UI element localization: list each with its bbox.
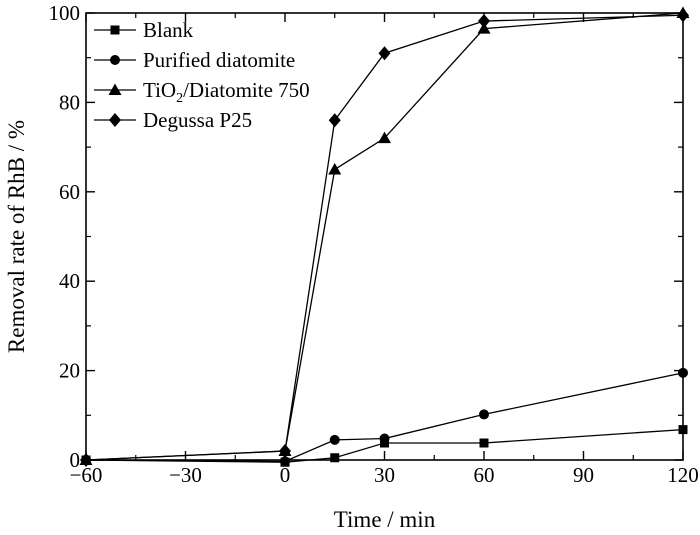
y-tick-label: 80 [59, 90, 80, 114]
series-line [85, 14, 684, 461]
legend-label: Purified diatomite [143, 48, 295, 72]
series-layer [79, 6, 690, 467]
series-line [85, 372, 684, 462]
x-axis-label: Time / min [334, 507, 436, 532]
y-tick-label: 20 [59, 359, 80, 383]
y-axis-label: Removal rate of RhB / % [4, 120, 29, 353]
x-tick-label: 0 [280, 463, 291, 487]
series-1 [81, 367, 688, 467]
legend-label: Blank [143, 18, 194, 42]
legend-item: Blank [94, 18, 194, 42]
series-2 [79, 6, 690, 465]
data-point [378, 46, 391, 61]
x-tick-label: −30 [169, 463, 202, 487]
x-tick-label: 90 [573, 463, 594, 487]
data-point [329, 434, 340, 445]
legend-marker [110, 55, 120, 65]
legend-label: Degussa P25 [143, 108, 252, 132]
data-point [678, 425, 688, 435]
x-tick-label: 30 [374, 463, 395, 487]
data-point [479, 409, 489, 420]
data-point [379, 433, 390, 444]
y-tick-label: 40 [59, 269, 80, 293]
legend-item: Degussa P25 [94, 108, 252, 132]
x-tick-label: −60 [70, 463, 103, 487]
data-point [280, 456, 290, 467]
series-line [85, 428, 684, 463]
data-point [479, 438, 489, 448]
legend-item: Purified diatomite [94, 48, 295, 72]
legend-item: TiO2/Diatomite 750 [94, 78, 310, 106]
x-tick-label: 120 [667, 463, 699, 487]
data-point [678, 367, 688, 378]
legend: Blank Purified diatomite TiO2/Diatomite 75… [94, 18, 310, 132]
tick-layer: −60 −30 0 30 60 90 120 0 20 40 60 80 100 [49, 1, 699, 487]
legend-marker [109, 113, 121, 127]
legend-label: TiO2/Diatomite 750 [143, 78, 310, 106]
legend-marker [110, 25, 120, 35]
data-point [328, 113, 341, 128]
data-point [328, 162, 342, 175]
series-3 [80, 8, 689, 467]
y-tick-label: 60 [59, 180, 80, 204]
y-tick-label: 100 [49, 1, 81, 25]
y-tick-label: 0 [70, 448, 81, 472]
legend-marker [108, 83, 122, 95]
x-tick-label: 60 [474, 463, 495, 487]
data-point [378, 131, 391, 144]
